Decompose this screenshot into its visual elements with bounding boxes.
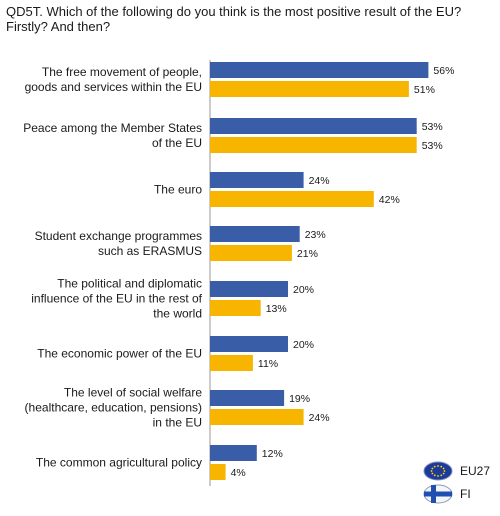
category-label: The free movement of people, bbox=[42, 65, 202, 79]
bars: 56% 51% 53% 53% 24% 42% 23% 21% 20% 13% 20% 11% 19% 2… bbox=[210, 62, 454, 480]
value-label-fi-6: 24% bbox=[309, 412, 330, 424]
bar-fi-1 bbox=[210, 137, 417, 153]
bar-eu27-7 bbox=[210, 445, 257, 461]
bar-eu27-3 bbox=[210, 226, 300, 242]
finland-flag-icon bbox=[423, 484, 453, 504]
value-label-eu27-7: 12% bbox=[262, 448, 283, 460]
category-label: Student exchange programmes bbox=[35, 229, 202, 243]
bar-eu27-1 bbox=[210, 118, 417, 134]
chart-title-line: Firstly? And then? bbox=[6, 19, 110, 34]
chart-title-line: QD5T. Which of the following do you thin… bbox=[6, 4, 461, 19]
value-label-fi-0: 51% bbox=[414, 84, 435, 96]
bar-eu27-2 bbox=[210, 172, 304, 188]
category-label: The common agricultural policy bbox=[36, 456, 202, 470]
legend-label-fi: FI bbox=[460, 487, 471, 501]
category-label: The euro bbox=[154, 183, 202, 197]
bar-eu27-0 bbox=[210, 62, 429, 78]
bar-eu27-4 bbox=[210, 281, 288, 297]
value-label-fi-1: 53% bbox=[422, 140, 443, 152]
eu-flag-icon bbox=[423, 461, 453, 481]
category-label: Peace among the Member States bbox=[23, 121, 202, 135]
value-label-eu27-4: 20% bbox=[293, 284, 314, 296]
category-label: such as ERASMUS bbox=[98, 244, 202, 258]
bar-eu27-5 bbox=[210, 336, 288, 352]
category-label: The political and diplomatic bbox=[57, 277, 202, 291]
bar-eu27-6 bbox=[210, 390, 285, 406]
category-label: (healthcare, education, pensions) bbox=[25, 401, 202, 415]
category-label: in the EU bbox=[153, 416, 202, 430]
category-label: of the EU bbox=[152, 136, 202, 150]
category-label: influence of the EU in the rest of bbox=[31, 292, 202, 306]
bar-fi-7 bbox=[210, 464, 226, 480]
category-label: The economic power of the EU bbox=[37, 347, 202, 361]
value-label-eu27-5: 20% bbox=[293, 339, 314, 351]
bar-fi-5 bbox=[210, 355, 253, 371]
value-label-fi-7: 4% bbox=[231, 467, 246, 479]
bar-fi-0 bbox=[210, 81, 409, 97]
legend: EU27 FI bbox=[423, 461, 490, 504]
legend-label-eu27: EU27 bbox=[460, 464, 490, 478]
category-label: The level of social welfare bbox=[64, 386, 202, 400]
value-label-eu27-2: 24% bbox=[309, 175, 330, 187]
value-label-eu27-3: 23% bbox=[305, 229, 326, 241]
bar-fi-4 bbox=[210, 300, 261, 316]
value-label-eu27-1: 53% bbox=[422, 121, 443, 133]
bar-fi-2 bbox=[210, 191, 374, 207]
bar-fi-3 bbox=[210, 245, 292, 261]
value-label-fi-4: 13% bbox=[266, 303, 287, 315]
value-label-eu27-0: 56% bbox=[433, 65, 454, 77]
category-label: goods and services within the EU bbox=[25, 80, 202, 94]
category-labels: The free movement of people,goods and se… bbox=[23, 65, 202, 470]
bar-fi-6 bbox=[210, 409, 304, 425]
category-label: the world bbox=[153, 307, 202, 321]
value-label-eu27-6: 19% bbox=[289, 393, 310, 405]
chart-title: QD5T. Which of the following do you thin… bbox=[6, 4, 461, 34]
value-label-fi-3: 21% bbox=[297, 248, 318, 260]
value-label-fi-2: 42% bbox=[379, 194, 400, 206]
value-label-fi-5: 11% bbox=[258, 358, 278, 370]
